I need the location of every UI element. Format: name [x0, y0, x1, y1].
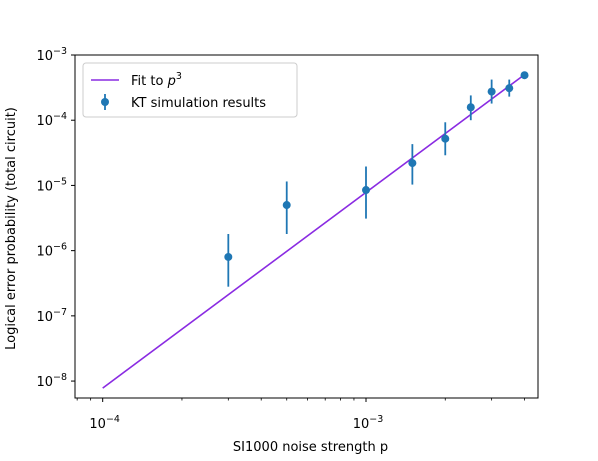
data-point: [361, 186, 370, 195]
y-tick-label: 10−6: [36, 242, 67, 260]
y-tick-label: 10−3: [36, 46, 67, 64]
data-point: [520, 71, 529, 80]
data-point: [224, 252, 233, 261]
data-point: [282, 201, 291, 210]
y-tick-label: 10−4: [36, 111, 67, 129]
fit-line: [102, 73, 526, 389]
data-point: [408, 159, 417, 168]
x-axis-label: SI1000 noise strength p: [233, 440, 388, 455]
ticks: 10−4 10−3 10−8 10−7 10−6 10−5 10−4 10−3: [36, 46, 525, 432]
y-tick-label: 10−7: [36, 307, 67, 325]
legend-label-fit: Fit to p3: [131, 71, 182, 89]
legend-label-kt: KT simulation results: [131, 96, 266, 111]
data-point: [441, 134, 450, 143]
x-tick-label: 10−3: [353, 414, 384, 432]
legend: Fit to p3 KT simulation results: [82, 62, 298, 118]
data-point: [505, 84, 514, 93]
data-point: [466, 103, 475, 112]
data-point: [487, 87, 496, 96]
legend-box: [82, 62, 298, 118]
y-tick-label: 10−8: [36, 372, 67, 390]
y-tick-label: 10−5: [36, 176, 67, 194]
legend-marker-swatch: [101, 98, 109, 106]
y-axis-label: Logical error probability (total circuit…: [4, 107, 19, 350]
axes-frame: [74, 54, 539, 399]
data-layer: [102, 71, 529, 389]
x-tick-label: 10−4: [89, 414, 120, 432]
